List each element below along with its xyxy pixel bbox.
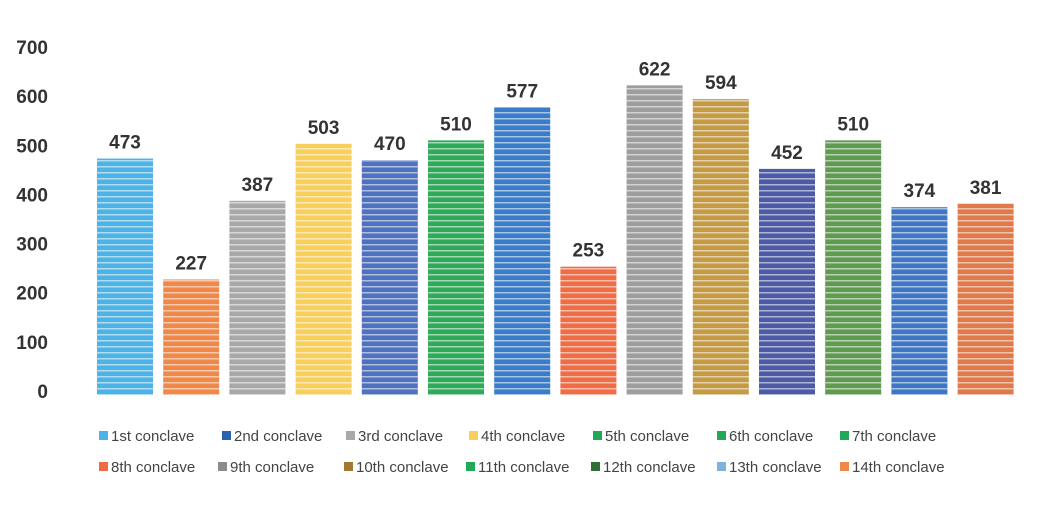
data-label: 503 — [308, 118, 340, 139]
legend-label: 3rd conclave — [358, 428, 443, 445]
legend-item: 11th conclave — [466, 459, 569, 476]
y-tick-label: 500 — [16, 136, 48, 157]
legend-item: 6th conclave — [717, 428, 813, 445]
bar — [428, 140, 484, 395]
legend-swatch — [218, 462, 227, 471]
data-label: 510 — [837, 114, 869, 135]
y-tick-label: 400 — [16, 185, 48, 206]
legend-label: 13th conclave — [729, 459, 822, 476]
legend-swatch — [99, 431, 108, 440]
bar — [361, 160, 418, 395]
bar-stripes — [626, 85, 683, 396]
legend-item: 5th conclave — [593, 428, 689, 445]
legend-swatch — [591, 462, 600, 471]
y-tick-label: 700 — [16, 38, 48, 59]
bar-stripes — [494, 107, 551, 396]
bar-stripes — [560, 266, 617, 395]
legend-label: 7th conclave — [852, 428, 936, 445]
data-label: 387 — [242, 175, 274, 196]
legend-swatch — [222, 431, 231, 440]
y-axis: 0 100 200 300 400 500 600 700 — [16, 38, 48, 403]
legend-swatch — [593, 431, 602, 440]
legend-swatch — [717, 462, 726, 471]
data-label: 594 — [705, 73, 737, 94]
bar — [229, 200, 286, 395]
bar — [163, 279, 220, 395]
legend-label: 4th conclave — [481, 428, 565, 445]
legend-item: 4th conclave — [469, 428, 565, 445]
legend: 1st conclave 2nd conclave 3rd conclave 4th … — [99, 428, 945, 476]
data-labels-group: 473 227 387 503 470 510 577 253 622 594 452 510 374 3… — [109, 59, 1002, 274]
legend-item: 7th conclave — [840, 428, 936, 445]
data-label: 253 — [573, 241, 605, 262]
legend-swatch — [840, 431, 849, 440]
legend-label: 10th conclave — [356, 459, 449, 476]
legend-item: 8th conclave — [99, 459, 195, 476]
legend-label: 9th conclave — [230, 459, 314, 476]
bar-stripes — [957, 203, 1014, 395]
bar — [295, 143, 352, 395]
data-label: 374 — [904, 181, 936, 202]
legend-item: 1st conclave — [99, 428, 194, 445]
legend-item: 3rd conclave — [346, 428, 443, 445]
legend-label: 8th conclave — [111, 459, 195, 476]
legend-label: 6th conclave — [729, 428, 813, 445]
bar — [759, 168, 815, 395]
legend-item: 10th conclave — [344, 459, 449, 476]
bar — [97, 158, 153, 395]
bar — [560, 266, 617, 395]
bar-stripes — [825, 140, 882, 395]
legend-swatch — [466, 462, 475, 471]
bar-stripes — [759, 168, 815, 395]
bar — [494, 107, 551, 396]
bar — [825, 140, 882, 395]
bar — [692, 99, 749, 395]
bar-stripes — [163, 279, 220, 395]
bar-stripes — [692, 99, 749, 395]
bar-stripes — [428, 140, 484, 395]
data-label: 577 — [506, 81, 538, 102]
legend-label: 11th conclave — [478, 459, 569, 476]
legend-label: 12th conclave — [603, 459, 696, 476]
data-label: 470 — [374, 134, 406, 155]
y-tick-label: 0 — [37, 382, 48, 403]
y-tick-label: 300 — [16, 235, 48, 256]
bar — [957, 203, 1014, 395]
legend-label: 1st conclave — [111, 428, 194, 445]
data-label: 473 — [109, 133, 141, 154]
y-tick-label: 200 — [16, 284, 48, 305]
bar-stripes — [891, 207, 948, 395]
data-label: 381 — [970, 178, 1002, 199]
bar — [626, 85, 683, 396]
bar-stripes — [97, 158, 153, 395]
legend-swatch — [99, 462, 108, 471]
legend-swatch — [344, 462, 353, 471]
legend-item: 13th conclave — [717, 459, 822, 476]
bar — [891, 207, 948, 395]
y-tick-label: 100 — [16, 333, 48, 354]
y-tick-label: 600 — [16, 87, 48, 108]
legend-swatch — [346, 431, 355, 440]
legend-swatch — [469, 431, 478, 440]
legend-label: 14th conclave — [852, 459, 945, 476]
data-label: 510 — [440, 114, 472, 135]
legend-swatch — [717, 431, 726, 440]
legend-swatch — [840, 462, 849, 471]
data-label: 452 — [771, 143, 803, 164]
legend-item: 14th conclave — [840, 459, 945, 476]
bars-group — [97, 85, 1014, 396]
bar-stripes — [295, 143, 352, 395]
data-label: 622 — [639, 59, 671, 80]
legend-item: 9th conclave — [218, 459, 314, 476]
legend-item: 2nd conclave — [222, 428, 322, 445]
data-label: 227 — [175, 253, 207, 274]
bar-stripes — [229, 200, 286, 395]
legend-item: 12th conclave — [591, 459, 696, 476]
legend-label: 5th conclave — [605, 428, 689, 445]
legend-label: 2nd conclave — [234, 428, 322, 445]
bar-stripes — [361, 160, 418, 395]
